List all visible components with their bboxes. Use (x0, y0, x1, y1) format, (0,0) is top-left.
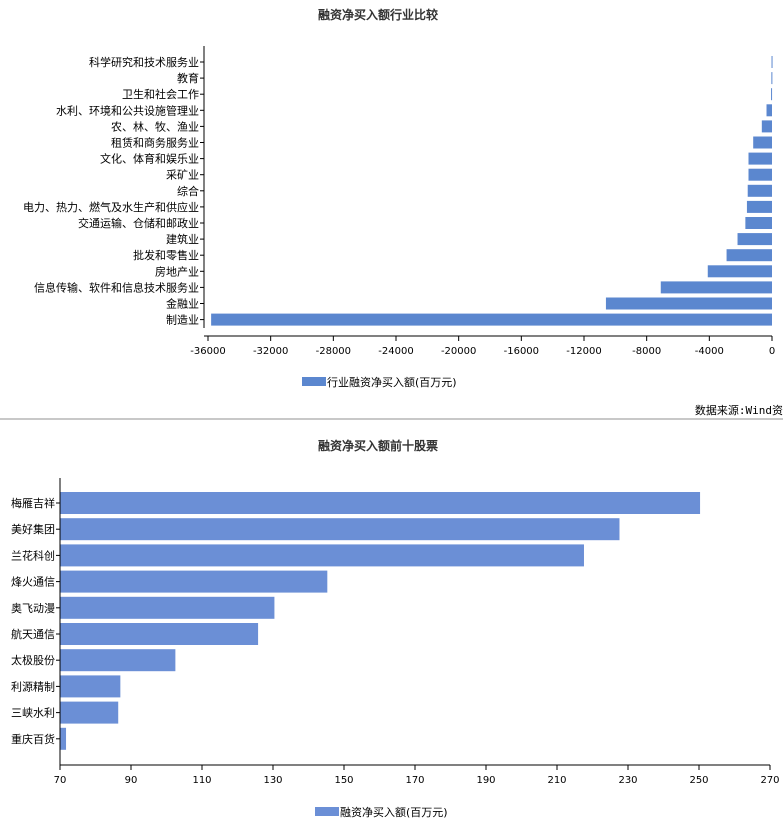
chart2-category-label: 航天通信 (11, 627, 55, 641)
chart2-bar (60, 649, 176, 672)
chart1-x-tick-label: -24000 (378, 346, 413, 357)
chart1-bar (771, 72, 773, 85)
chart1-bar (766, 104, 772, 117)
chart2-category-label: 重庆百货 (11, 732, 55, 746)
chart1-category-label: 卫生和社会工作 (122, 87, 199, 101)
chart1-bar (748, 152, 772, 165)
source-text: 数据来源:Wind资 (695, 403, 783, 417)
chart2-x-tick-label: 70 (54, 775, 67, 786)
chart1-category-label: 电力、热力、燃气及水生产和供应业 (23, 200, 199, 214)
chart2-bar (60, 518, 620, 541)
chart1-bar (771, 88, 773, 101)
chart1-category-label: 采矿业 (166, 169, 199, 182)
chart2-legend-label: 融资净买入额(百万元) (340, 805, 448, 819)
chart2-category-label: 利源精制 (11, 679, 55, 693)
chart2-bar (60, 596, 275, 619)
chart1-category-labels: 科学研究和技术服务业教育卫生和社会工作水利、环境和公共设施管理业农、林、牧、渔业… (23, 55, 204, 327)
chart1-x-tick-label: -20000 (441, 346, 476, 357)
chart1-x-tick-label: -32000 (253, 346, 288, 357)
chart2-bar (60, 492, 701, 514)
chart1-bar (605, 297, 772, 310)
chart1-bar (746, 200, 772, 213)
chart2-category-label: 三峡水利 (11, 706, 55, 720)
chart1-x-tick-label: -8000 (632, 346, 661, 357)
chart2-x-tick-label: 170 (405, 775, 424, 786)
chart1-bar (761, 120, 772, 133)
chart1-bar (748, 168, 772, 181)
chart1-x-tick-label: -28000 (316, 346, 351, 357)
chart1-category-label: 文化、体育和娱乐业 (100, 152, 199, 166)
chart2-x-tick-label: 150 (334, 775, 353, 786)
chart2-title: 融资净买入额前十股票 (318, 438, 438, 453)
chart2-x-tick-label: 250 (689, 775, 708, 786)
chart1-category-label: 农、林、牧、渔业 (111, 119, 199, 133)
chart2-category-label: 太极股份 (11, 653, 55, 667)
chart2-bars (60, 492, 701, 750)
chart2-bar (60, 727, 67, 750)
chart1-bar (211, 313, 773, 326)
chart1-x-tick-label: -4000 (695, 346, 724, 357)
chart2-category-label: 奥飞动漫 (11, 601, 55, 615)
chart2-bar (60, 570, 328, 593)
chart1-category-label: 房地产业 (155, 264, 199, 278)
chart2-x-tick-label: 210 (547, 775, 566, 786)
chart1-bars (211, 56, 773, 326)
chart1-category-label: 交通运输、仓储和邮政业 (78, 216, 199, 230)
chart1-x-tick-label: -16000 (504, 346, 539, 357)
chart2-x-tick-label: 270 (760, 775, 779, 786)
chart1-bar (771, 56, 773, 68)
chart1-bar (747, 184, 772, 197)
chart1-title: 融资净买入额行业比较 (318, 7, 438, 22)
chart2-category-label: 烽火通信 (11, 576, 55, 589)
chart2-bar (60, 675, 121, 698)
chart2-legend-swatch (315, 807, 339, 816)
chart1-legend-label: 行业融资净买入额(百万元) (327, 375, 457, 389)
chart1-category-label: 教育 (177, 71, 199, 85)
chart1-bar (726, 249, 772, 262)
chart1-x-tick-label: -36000 (190, 346, 225, 357)
chart1-x-axis: -36000 -32000 -28000 -24000 -20000 -16000 -120… (190, 336, 775, 357)
chart1-bar (660, 281, 772, 294)
chart1-category-label: 水利、环境和公共设施管理业 (56, 103, 199, 117)
chart1-bar (707, 265, 772, 278)
chart2-category-label: 兰花科创 (11, 548, 55, 562)
chart1-category-label: 信息传输、软件和信息技术服务业 (34, 280, 199, 294)
chart2-bar (60, 544, 584, 567)
chart2-x-tick-label: 190 (476, 775, 495, 786)
chart1-category-label: 科学研究和技术服务业 (89, 55, 199, 69)
chart2-bar (60, 701, 119, 724)
chart1-category-label: 建筑业 (166, 232, 199, 246)
chart1-bar (745, 217, 772, 229)
chart1-category-label: 金融业 (166, 297, 199, 311)
chart1-category-label: 制造业 (166, 313, 199, 327)
chart1-x-tick-label: 0 (769, 346, 775, 357)
chart2-category-label: 美好集团 (11, 522, 55, 536)
chart2-x-tick-label: 90 (125, 775, 138, 786)
chart2-bar (60, 623, 259, 645)
chart2-x-axis: 70 90 110 130 150 170 190 210 230 250 270 (54, 765, 780, 786)
chart-top-stocks: 融资净买入额前十股票 梅雁吉祥美好集团兰花科创烽火通信奥飞动漫航天通信太极股份利… (11, 438, 780, 819)
chart1-category-label: 批发和零售业 (133, 248, 199, 262)
chart2-x-tick-label: 130 (263, 775, 282, 786)
chart1-bar (737, 233, 772, 246)
chart-industry: 融资净买入额行业比较 科学研究和技术服务业教育卫生和社会工作水利、环境和公共设施… (23, 7, 775, 389)
chart2-category-label: 梅雁吉祥 (11, 496, 55, 510)
chart1-category-label: 租赁和商务服务业 (111, 136, 199, 150)
chart2-x-tick-label: 110 (192, 775, 211, 786)
chart2-x-tick-label: 230 (618, 775, 637, 786)
chart1-bar (753, 136, 772, 149)
chart1-category-label: 综合 (177, 184, 199, 198)
chart1-legend-swatch (302, 377, 326, 386)
chart1-x-tick-label: -12000 (566, 346, 601, 357)
